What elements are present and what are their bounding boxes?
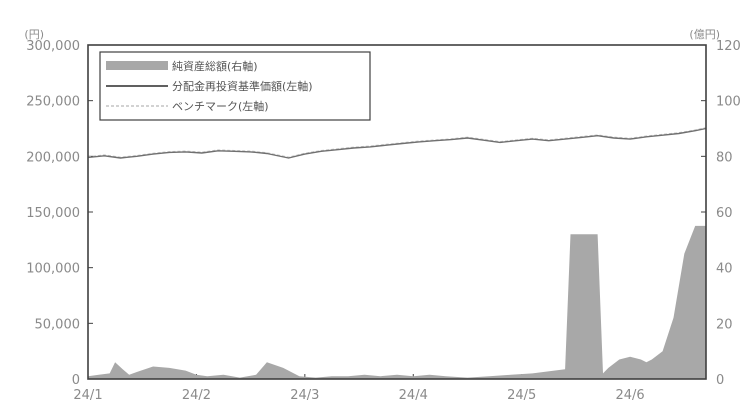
y-left-tick-label: 250,000	[26, 95, 80, 110]
nav-series	[87, 127, 707, 159]
y-right-tick-label: 120	[716, 39, 741, 54]
legend-swatch-assets	[106, 61, 168, 70]
y-left-tick-label: 0	[72, 373, 80, 388]
legend-label-nav: 分配金再投資基準価額(左軸)	[172, 79, 313, 93]
y-left-tick-label: 50,000	[35, 317, 81, 332]
x-tick-label: 24/3	[290, 388, 319, 403]
y-right-tick-label: 100	[716, 95, 741, 110]
y-right-tick-labels: 120 100 80 60 40 20 0	[701, 39, 741, 388]
y-right-unit: (億円)	[689, 28, 720, 41]
y-left-tick-label: 200,000	[26, 150, 80, 165]
y-left-tick-label: 150,000	[26, 206, 80, 221]
x-tick-label: 24/5	[507, 388, 536, 403]
y-right-tick-label: 60	[716, 206, 733, 221]
x-tick-label: 24/1	[73, 388, 102, 403]
y-right-tick-label: 40	[716, 262, 733, 277]
x-tick-label: 24/4	[399, 388, 428, 403]
legend-label-benchmark: ベンチマーク(左軸)	[172, 99, 269, 113]
x-tick-labels: 24/1 24/2 24/3 24/4 24/5 24/6	[73, 374, 645, 403]
legend: 純資産総額(右軸) 分配金再投資基準価額(左軸) ベンチマーク(左軸)	[99, 51, 371, 121]
y-left-tick-label: 100,000	[26, 262, 80, 277]
y-right-tick-label: 20	[716, 317, 733, 332]
nav-line	[87, 127, 707, 159]
plot-frame	[87, 44, 707, 380]
y-right-tick-label: 80	[716, 150, 733, 165]
y-right-tick-label: 0	[716, 373, 724, 388]
assets-area	[88, 225, 706, 379]
x-tick-label: 24/2	[182, 388, 211, 403]
x-tick-label: 24/6	[616, 388, 645, 403]
y-left-tick-label: 300,000	[26, 39, 80, 54]
assets-series	[88, 225, 706, 379]
y-left-unit: (円)	[24, 28, 44, 41]
legend-label-assets: 純資産総額(右軸)	[172, 59, 258, 73]
